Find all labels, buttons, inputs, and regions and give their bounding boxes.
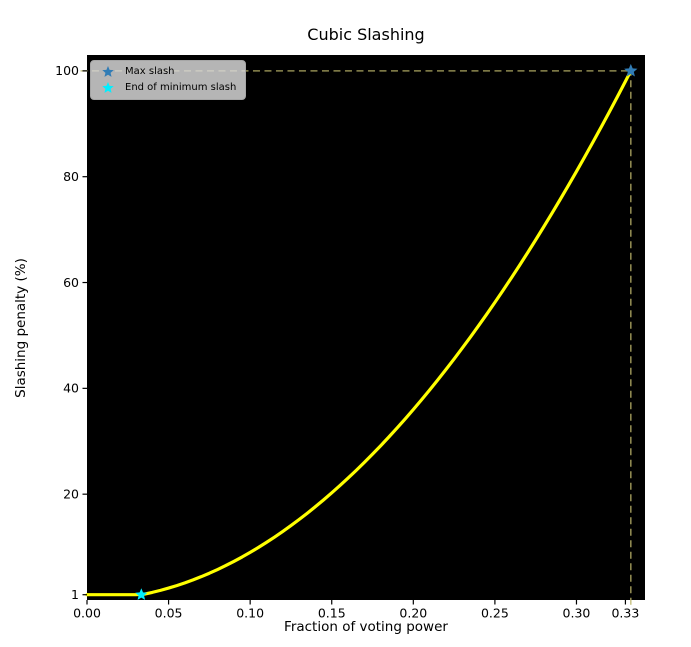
y-tick-label: 20 xyxy=(63,486,79,501)
x-tick-label: 0.20 xyxy=(399,606,427,621)
x-tick-label: 0.25 xyxy=(481,606,509,621)
legend-star-icon xyxy=(102,65,114,77)
x-tick-label: 0.15 xyxy=(318,606,346,621)
y-tick-label: 80 xyxy=(63,169,79,184)
legend-star-icon xyxy=(102,81,114,93)
legend-entry: Max slash xyxy=(95,64,236,79)
legend: Max slash End of minimum slash xyxy=(90,60,247,100)
y-axis-label: Slashing penalty (%) xyxy=(13,258,29,398)
y-tick-label: 100 xyxy=(55,63,79,78)
y-tick-label: 40 xyxy=(63,381,79,396)
legend-entry-label: Max slash xyxy=(125,66,175,77)
x-tick-label: 0.00 xyxy=(73,606,101,621)
legend-entry: End of minimum slash xyxy=(95,80,236,95)
x-tick-label: 0.10 xyxy=(236,606,264,621)
x-tick-label: 0.33 xyxy=(611,606,639,621)
plot-area xyxy=(87,55,645,600)
y-tick-label: 1 xyxy=(71,587,79,602)
y-tick-label: 60 xyxy=(63,275,79,290)
x-axis-label: Fraction of voting power xyxy=(284,619,448,635)
chart-title: Cubic Slashing xyxy=(307,25,425,44)
x-tick-label: 0.30 xyxy=(563,606,591,621)
end-of-minimum-slash-point-star-icon xyxy=(135,588,148,600)
max-slash-point-star-icon xyxy=(624,63,638,77)
x-tick-label: 0.05 xyxy=(155,606,183,621)
series-cubic-slashing-penalty xyxy=(85,69,633,597)
legend-entry-label: End of minimum slash xyxy=(125,82,237,93)
